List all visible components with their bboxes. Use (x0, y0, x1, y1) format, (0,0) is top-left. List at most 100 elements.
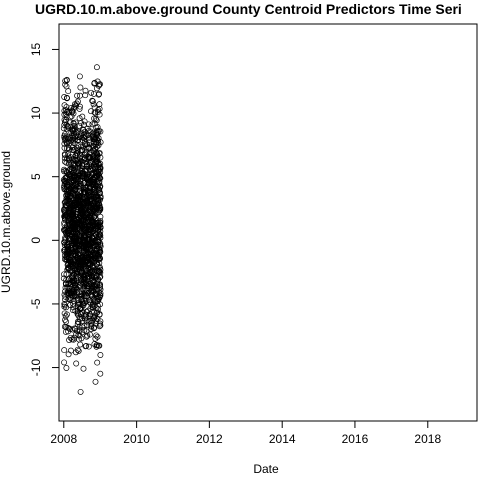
data-point (78, 211, 85, 218)
data-point (85, 121, 92, 128)
data-point (89, 235, 96, 242)
data-point (90, 214, 97, 221)
data-point (61, 271, 67, 278)
y-axis: -10 -5 0 5 10 15 (29, 42, 60, 377)
data-point (81, 134, 87, 141)
data-point (77, 204, 84, 210)
y-tick-label: 15 (29, 42, 43, 56)
data-point (72, 280, 79, 287)
data-point (94, 359, 101, 366)
x-tick-label: 2008 (50, 432, 77, 446)
x-axis: 2008 2010 2012 2014 2016 2018 (50, 420, 441, 446)
data-point (61, 168, 68, 175)
data-point (88, 322, 95, 329)
data-point (97, 318, 104, 325)
data-point (81, 283, 88, 290)
data-point (90, 188, 97, 195)
data-point (93, 243, 100, 250)
data-point (62, 81, 69, 88)
data-point (83, 280, 90, 287)
data-point (75, 319, 82, 326)
data-point (88, 254, 95, 261)
data-point (91, 164, 98, 171)
data-point (61, 131, 68, 138)
data-point (72, 146, 79, 153)
data-point (69, 207, 76, 213)
data-point (89, 192, 96, 199)
data-point (95, 129, 102, 136)
data-point (93, 332, 100, 339)
data-point (93, 305, 100, 312)
data-point (86, 250, 93, 257)
data-point (75, 263, 82, 270)
data-point (63, 365, 70, 371)
x-tick-label: 2014 (269, 432, 296, 446)
data-point (96, 149, 103, 156)
data-point (65, 351, 72, 358)
data-point (62, 316, 68, 323)
data-point (63, 169, 70, 176)
data-point (64, 210, 70, 217)
data-point (64, 311, 70, 318)
data-point (67, 105, 74, 112)
data-point (77, 207, 84, 213)
data-point (66, 140, 73, 147)
data-point (74, 226, 81, 233)
data-point (64, 95, 70, 102)
x-tick-label: 2012 (196, 432, 223, 446)
data-point (88, 320, 95, 327)
data-point (76, 332, 83, 339)
data-point (72, 198, 79, 205)
data-point (67, 165, 74, 172)
data-point (83, 267, 90, 274)
data-point (61, 155, 68, 162)
data-point (90, 218, 97, 225)
data-point (90, 200, 97, 207)
data-point (78, 297, 85, 304)
data-point (61, 94, 68, 100)
data-point (75, 236, 82, 243)
data-point (96, 204, 103, 211)
data-point (67, 347, 74, 354)
data-point (77, 103, 83, 110)
data-point (78, 259, 85, 266)
data-point (89, 98, 96, 105)
data-point (92, 335, 99, 342)
data-point (76, 105, 83, 112)
data-points (60, 64, 104, 395)
y-tick-label: -10 (29, 359, 43, 377)
data-point (64, 122, 71, 129)
data-point (80, 127, 87, 134)
data-point (64, 194, 71, 201)
data-point (78, 168, 85, 175)
data-point (90, 304, 97, 311)
data-point (82, 87, 89, 94)
data-point (88, 217, 95, 224)
data-point (63, 121, 70, 128)
data-point (61, 247, 68, 254)
data-point (82, 210, 89, 217)
y-tick-label: 0 (29, 237, 43, 244)
data-point (96, 247, 103, 254)
data-point (66, 337, 73, 343)
data-point (94, 78, 101, 85)
data-point (79, 147, 86, 154)
data-point (61, 347, 68, 354)
data-point (96, 294, 103, 301)
data-point (97, 243, 104, 250)
data-point (80, 365, 87, 372)
data-point (72, 157, 79, 164)
data-point (90, 90, 97, 97)
data-point (94, 342, 101, 349)
data-point (94, 333, 101, 340)
data-point (74, 297, 81, 304)
data-point (91, 135, 98, 142)
data-point (62, 296, 68, 303)
data-point (96, 184, 103, 191)
data-point (83, 272, 90, 279)
data-point (80, 302, 87, 309)
data-point (89, 239, 95, 246)
data-point (93, 204, 100, 211)
data-point (75, 163, 82, 170)
